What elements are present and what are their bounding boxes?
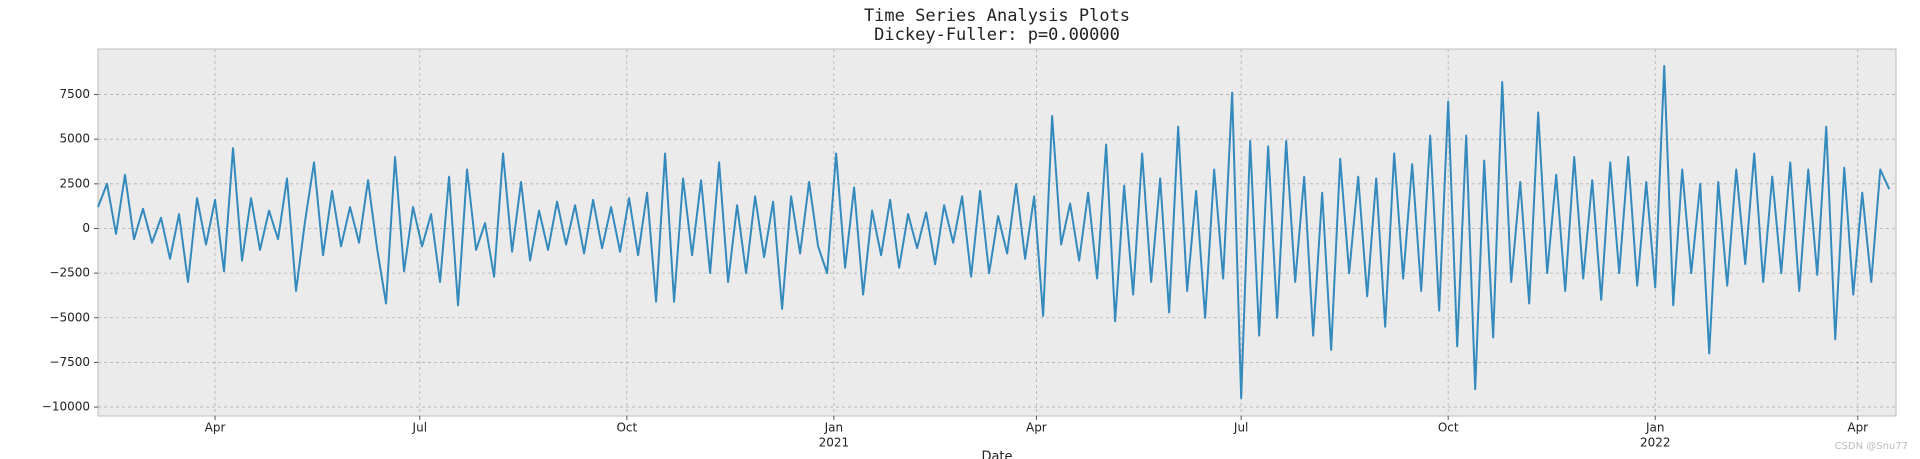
x-tick-label: Jan	[824, 421, 844, 435]
x-axis-label: Date	[981, 450, 1012, 459]
series-line	[97, 64, 1891, 400]
y-tick-label: −7500	[49, 355, 90, 369]
x-year-label: 2022	[1640, 436, 1671, 450]
x-tick-label: Apr	[1026, 421, 1047, 435]
x-tick-label: Jul	[1233, 421, 1248, 435]
chart-title: Time Series Analysis Plots	[864, 6, 1130, 26]
x-tick-label: Jul	[412, 421, 427, 435]
y-tick-label: 5000	[59, 132, 90, 146]
y-tick-label: −2500	[49, 266, 90, 280]
x-year-label: 2021	[819, 436, 850, 450]
marks	[97, 64, 1891, 400]
y-tick-label: 0	[82, 221, 90, 235]
chart-subtitle: Dickey-Fuller: p=0.00000	[874, 25, 1120, 45]
y-tick-label: −10000	[42, 400, 90, 414]
x-tick-label: Oct	[616, 421, 637, 435]
x-tick-label: Apr	[1847, 421, 1868, 435]
x-tick-label: Jan	[1645, 421, 1665, 435]
y-tick-label: −5000	[49, 310, 90, 324]
x-tick-label: Apr	[205, 421, 226, 435]
y-tick-label: 2500	[59, 176, 90, 190]
plot-area	[97, 48, 1897, 417]
watermark: CSDN @Snu77	[1835, 441, 1908, 452]
x-tick-label: Oct	[1438, 421, 1459, 435]
y-tick-label: 7500	[59, 87, 90, 101]
